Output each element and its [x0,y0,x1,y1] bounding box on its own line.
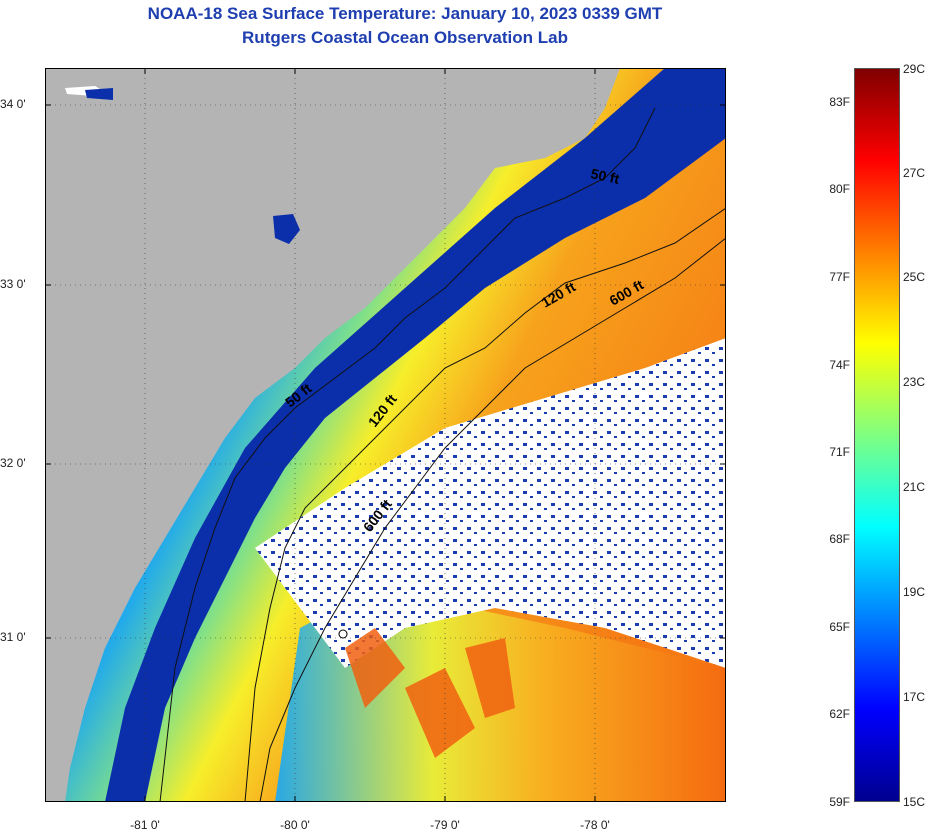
colorbar-f-62: 62F [829,707,850,721]
graticule [45,68,726,802]
colorbar-f-83: 83F [829,95,850,109]
cloud-cover [255,338,726,668]
sst-map-canvas: 50 ft 50 ft 120 ft 120 ft 600 ft 600 ft [45,68,726,802]
contour-50ft [159,107,656,802]
station-marker [338,629,348,639]
lon-label-79: -79 0' [430,818,460,832]
colorbar-f-71: 71F [829,445,850,459]
map-frame [45,68,726,802]
colorbar-c-17: 17C [903,690,926,704]
contour-120ft [244,207,726,802]
lon-label-81: -81 0' [130,818,160,832]
colorbar-c-29: 29C [903,62,926,76]
map-subtitle: Rutgers Coastal Ocean Observation Lab [242,28,568,47]
lat-label-34: 34 0' [0,97,26,111]
colorbar-c-21: 21C [903,480,926,494]
lon-label-80: -80 0' [280,818,310,832]
colorbar-f-65: 65F [829,620,850,634]
colorbar-f-80: 80F [829,182,850,196]
lat-label-33: 33 0' [0,277,26,291]
colorbar-c-23: 23C [903,375,926,389]
colorbar-c-27: 27C [903,166,926,180]
sst-map: 50 ft 50 ft 120 ft 120 ft 600 ft 600 ft [45,68,726,802]
map-ticks [45,68,726,802]
inland-lake [273,214,300,244]
temperature-colorbar [854,68,900,802]
contour-600ft [259,237,726,802]
contour-label-50ft-north: 50 ft [589,165,621,187]
colorbar-c-15: 15C [903,795,926,809]
colorbar-c-25: 25C [903,270,926,284]
colorbar-f-68: 68F [829,532,850,546]
lon-label-78: -78 0' [580,818,610,832]
colorbar-c-19: 19C [903,585,926,599]
lat-label-32: 32 0' [0,456,26,470]
cold-nearshore-band [105,68,726,802]
bathymetry-contours [159,107,726,802]
land [45,68,620,802]
lat-label-31: 31 0' [0,630,26,644]
colorbar-f-59: 59F [829,795,850,809]
colorbar-f-77: 77F [829,270,850,284]
map-title: NOAA-18 Sea Surface Temperature: January… [147,4,663,23]
warm-streaks [345,628,515,758]
colorbar-f-74: 74F [829,358,850,372]
